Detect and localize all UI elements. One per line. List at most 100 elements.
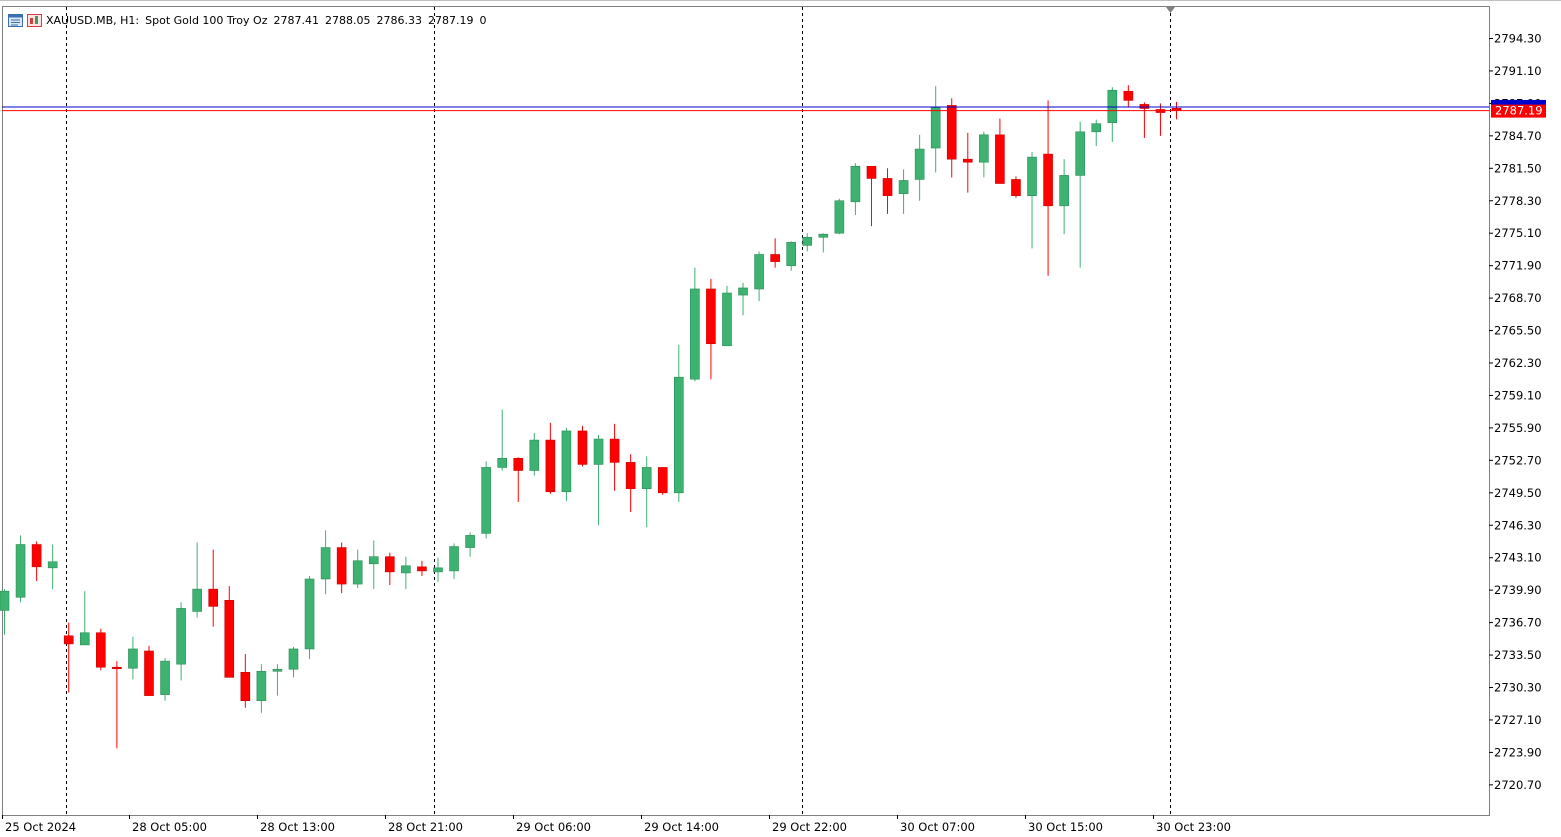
candle[interactable]: [770, 238, 780, 268]
candle[interactable]: [304, 575, 315, 660]
candle[interactable]: [96, 628, 106, 671]
candle[interactable]: [1075, 121, 1085, 268]
candle[interactable]: [449, 543, 459, 579]
candle[interactable]: [690, 267, 700, 382]
candle[interactable]: [1043, 100, 1053, 276]
candle-body-bull: [128, 648, 138, 669]
candle[interactable]: [577, 425, 588, 467]
candle-body-bear: [609, 438, 620, 463]
ask-price-marker: [1491, 99, 1546, 105]
candle[interactable]: [144, 645, 154, 696]
candle[interactable]: [657, 467, 668, 495]
candle[interactable]: [882, 168, 893, 214]
candle[interactable]: [866, 165, 877, 227]
time-axis-label: 29 Oct 22:00: [772, 820, 847, 834]
candle[interactable]: [674, 344, 684, 502]
current-price-marker: [1491, 104, 1546, 118]
trade-panel-icon[interactable]: [27, 13, 42, 27]
price-axis-label: 2720.70: [1494, 778, 1542, 792]
candle[interactable]: [256, 664, 267, 713]
candle-body-bull: [352, 560, 363, 585]
candle[interactable]: [593, 434, 604, 526]
candle[interactable]: [1011, 176, 1021, 198]
price-axis-label: 2781.50: [1494, 161, 1542, 175]
candle-body-bull: [15, 544, 26, 598]
candle[interactable]: [272, 664, 283, 696]
candle[interactable]: [79, 591, 90, 646]
time-axis-label: 28 Oct 21:00: [388, 820, 463, 834]
candle[interactable]: [1155, 103, 1166, 136]
candle[interactable]: [288, 646, 299, 678]
candle[interactable]: [561, 427, 572, 501]
candle[interactable]: [738, 282, 748, 316]
candle[interactable]: [224, 586, 235, 678]
candle[interactable]: [47, 544, 58, 590]
candle[interactable]: [417, 560, 427, 576]
candle[interactable]: [401, 556, 411, 590]
candle[interactable]: [320, 530, 331, 595]
candle[interactable]: [192, 542, 202, 618]
candle[interactable]: [352, 549, 363, 589]
candle[interactable]: [962, 132, 973, 193]
candle[interactable]: [0, 589, 10, 635]
candle[interactable]: [545, 422, 556, 494]
candle[interactable]: [625, 454, 636, 513]
candle-body-bear: [1011, 179, 1021, 196]
candle[interactable]: [433, 557, 443, 583]
candle-body-bear: [385, 556, 395, 573]
candle[interactable]: [722, 285, 732, 347]
candle[interactable]: [818, 233, 829, 253]
candle[interactable]: [368, 540, 379, 590]
candle[interactable]: [128, 636, 138, 680]
candle-body-bull: [674, 376, 684, 494]
candle[interactable]: [914, 134, 925, 201]
candle[interactable]: [850, 163, 861, 215]
candle[interactable]: [208, 549, 219, 627]
candle[interactable]: [946, 98, 957, 178]
candle[interactable]: [160, 658, 170, 701]
candle[interactable]: [465, 532, 475, 557]
candle[interactable]: [529, 432, 540, 476]
candle[interactable]: [513, 457, 524, 502]
candle[interactable]: [786, 241, 796, 271]
candle[interactable]: [898, 169, 909, 214]
chart-shift-marker[interactable]: [1166, 7, 1175, 13]
candle[interactable]: [481, 461, 491, 539]
candle[interactable]: [497, 409, 508, 471]
candle[interactable]: [240, 654, 251, 708]
candle[interactable]: [1139, 102, 1150, 138]
candle-body-bull: [818, 233, 829, 238]
candle[interactable]: [979, 131, 989, 178]
candle[interactable]: [754, 251, 764, 302]
candle[interactable]: [834, 198, 845, 235]
candle[interactable]: [1091, 119, 1102, 146]
candle[interactable]: [1027, 152, 1037, 249]
candle[interactable]: [15, 535, 26, 603]
candle-body-bull: [79, 632, 90, 646]
candle[interactable]: [995, 118, 1005, 184]
candle[interactable]: [930, 86, 941, 173]
candle[interactable]: [112, 661, 122, 749]
candle[interactable]: [609, 423, 620, 491]
candle[interactable]: [802, 233, 813, 252]
candle[interactable]: [385, 552, 395, 586]
open-price: 2787.41: [273, 13, 319, 27]
candle[interactable]: [336, 542, 347, 594]
candle[interactable]: [1107, 87, 1118, 142]
candle[interactable]: [1059, 159, 1069, 235]
chart-window-icon[interactable]: [8, 13, 23, 27]
candle[interactable]: [706, 278, 716, 380]
candle[interactable]: [641, 456, 652, 528]
candle[interactable]: [176, 602, 186, 681]
price-axis-label: 2727.10: [1494, 713, 1542, 727]
candle-body-bear: [1139, 104, 1150, 109]
price-axis-label: 2752.70: [1494, 453, 1542, 467]
candle[interactable]: [1123, 85, 1134, 108]
candle-body-bull: [192, 588, 202, 612]
candle[interactable]: [31, 541, 42, 582]
candle-body-bull: [593, 438, 604, 465]
candle[interactable]: [63, 622, 74, 693]
chart-header: XAUUSD.MB, H1: Spot Gold 100 Troy Oz 278…: [8, 12, 492, 28]
